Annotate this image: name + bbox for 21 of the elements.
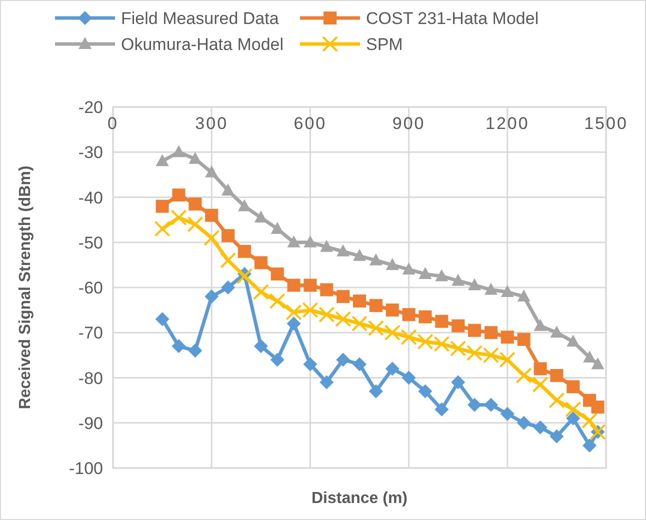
y-tick-label: -70 — [78, 324, 103, 343]
y-tick-label: -20 — [78, 98, 103, 117]
x-tick-label: 1200 — [485, 114, 530, 133]
y-tick-label: -80 — [78, 368, 103, 388]
legend-label: SPM — [366, 35, 403, 54]
x-tick-label: 900 — [392, 114, 426, 133]
x-tick-label: 0 — [108, 114, 118, 133]
x-axis-title: Distance (m) — [311, 490, 408, 507]
x-tick-label: 300 — [195, 114, 228, 133]
y-tick-label: -100 — [68, 459, 103, 478]
y-tick-label: -90 — [78, 414, 103, 433]
y-tick-label: -40 — [78, 188, 103, 208]
y-tick-label: -50 — [78, 233, 103, 252]
x-tick-label: 600 — [294, 114, 327, 133]
y-axis-title: Received Signal Strength (dBm) — [17, 166, 34, 410]
y-tick-label: -60 — [78, 278, 103, 298]
x-tick-label: 1500 — [584, 114, 628, 133]
y-tick-label: -30 — [78, 143, 103, 162]
legend-label: Okumura-Hata Model — [121, 35, 284, 54]
legend-label: Field Measured Data — [121, 9, 280, 28]
legend-label: COST 231-Hata Model — [366, 9, 539, 28]
